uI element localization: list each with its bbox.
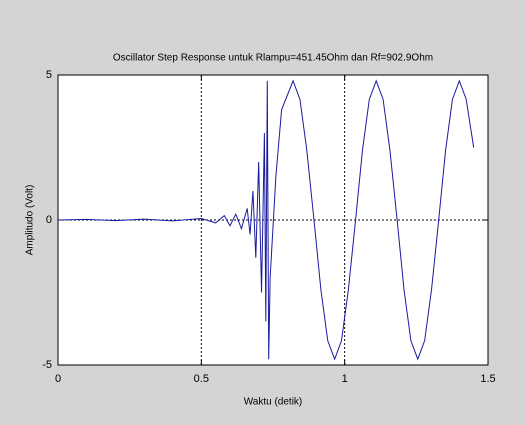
data-line: [57, 79, 475, 361]
x-axis-label: Waktu (detik): [244, 397, 303, 408]
x-tick-label: 0: [55, 373, 61, 385]
y-tick-label: 5: [46, 69, 52, 81]
x-tick-label: 0.5: [194, 373, 209, 385]
y-tick-label: 0: [46, 214, 52, 226]
chart-title: Oscillator Step Response untuk Rlampu=45…: [113, 53, 433, 64]
x-tick-label: 1.5: [480, 373, 495, 385]
y-tick-label: -5: [42, 359, 52, 371]
x-tick-label: 1: [342, 373, 348, 385]
y-axis-label: Amplitudo (Volt): [25, 185, 36, 256]
